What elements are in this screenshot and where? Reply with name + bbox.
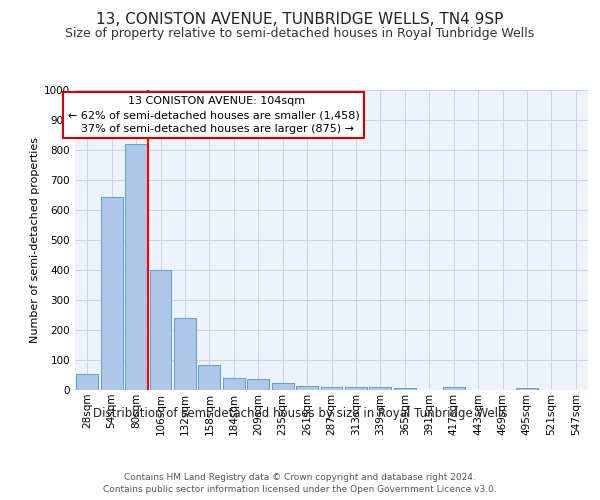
Text: Contains public sector information licensed under the Open Government Licence v3: Contains public sector information licen… <box>103 485 497 494</box>
Bar <box>516 388 538 390</box>
Bar <box>199 364 220 390</box>
Bar <box>296 386 318 390</box>
Bar <box>223 378 245 390</box>
Bar <box>345 388 367 390</box>
Bar <box>394 388 416 390</box>
Bar <box>443 387 464 390</box>
Bar <box>174 318 196 390</box>
Bar <box>272 384 293 390</box>
Text: Distribution of semi-detached houses by size in Royal Tunbridge Wells: Distribution of semi-detached houses by … <box>93 408 507 420</box>
Bar <box>370 387 391 390</box>
Bar <box>125 144 147 390</box>
Text: Contains HM Land Registry data © Crown copyright and database right 2024.: Contains HM Land Registry data © Crown c… <box>124 472 476 482</box>
Bar <box>149 270 172 390</box>
Bar <box>101 196 122 390</box>
Text: Size of property relative to semi-detached houses in Royal Tunbridge Wells: Size of property relative to semi-detach… <box>65 28 535 40</box>
Text: 13, CONISTON AVENUE, TUNBRIDGE WELLS, TN4 9SP: 13, CONISTON AVENUE, TUNBRIDGE WELLS, TN… <box>97 12 503 28</box>
Y-axis label: Number of semi-detached properties: Number of semi-detached properties <box>30 137 40 343</box>
Bar <box>76 374 98 390</box>
Bar <box>320 387 343 390</box>
Bar <box>247 379 269 390</box>
Text: 13 CONISTON AVENUE: 104sqm
← 62% of semi-detached houses are smaller (1,458)
  3: 13 CONISTON AVENUE: 104sqm ← 62% of semi… <box>68 96 359 134</box>
